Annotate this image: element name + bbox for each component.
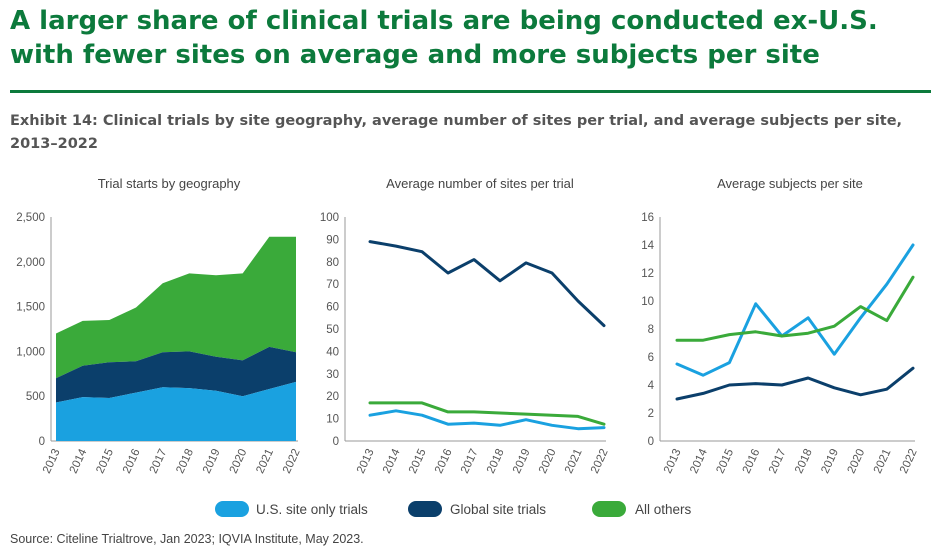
y-tick-label: 80: [326, 257, 339, 269]
y-tick-label: 10: [326, 414, 339, 426]
x-tick-label: 2020: [228, 447, 250, 475]
x-tick-label: 2022: [281, 447, 303, 475]
legend: U.S. site only trials Global site trials A…: [215, 501, 692, 517]
y-tick-label: 0: [648, 436, 654, 448]
y-tick-label: 0: [333, 436, 339, 448]
y-tick-label: 100: [320, 212, 339, 224]
x-tick-label: 2013: [662, 447, 684, 475]
x-tick-label: 2014: [68, 447, 90, 476]
y-tick-label: 2,500: [16, 212, 45, 224]
x-tick-label: 2022: [589, 447, 611, 475]
x-tick-label: 2013: [355, 447, 377, 475]
y-tick-label: 4: [648, 380, 655, 392]
y-tick-label: 30: [326, 369, 339, 381]
x-tick-label: 2017: [459, 447, 481, 475]
legend-swatch: [215, 501, 249, 517]
legend-label: All others: [635, 502, 692, 517]
legend-swatch: [592, 501, 626, 517]
x-tick-label: 2021: [872, 447, 894, 475]
y-tick-label: 16: [641, 212, 654, 224]
line-series-3: [368, 401, 606, 426]
chart-title: Average subjects per site: [717, 176, 863, 191]
chart-title: Trial starts by geography: [98, 176, 241, 191]
line-series-1: [675, 243, 915, 377]
y-tick-label: 2: [648, 408, 654, 420]
x-tick-label: 2013: [41, 447, 63, 475]
exhibit-title: Exhibit 14: Clinical trials by site geog…: [10, 113, 903, 152]
y-tick-label: 70: [326, 279, 339, 291]
y-tick-label: 40: [326, 346, 339, 358]
chart-panel-1: Trial starts by geography 0 500 1,000 1,500 2…: [16, 176, 303, 475]
area-series-2: [56, 346, 296, 403]
line-series-1: [368, 409, 606, 431]
chart-panel-2: Average number of sites per trial 0 10 20 30…: [320, 176, 611, 475]
x-tick-label: 2015: [407, 447, 429, 475]
x-tick-label: 2018: [485, 447, 507, 475]
y-tick-label: 500: [26, 391, 45, 403]
area-series-3: [56, 236, 296, 379]
x-tick-label: 2018: [174, 447, 196, 475]
legend-label: Global site trials: [450, 502, 546, 517]
headline-rule: [10, 90, 931, 93]
y-tick-label: 12: [641, 268, 654, 280]
line-series-3: [675, 275, 915, 342]
x-tick-label: 2021: [254, 447, 276, 475]
x-tick-label: 2014: [688, 447, 710, 476]
y-tick-label: 60: [326, 302, 339, 314]
x-tick-label: 2020: [537, 447, 559, 475]
y-tick-label: 0: [39, 436, 45, 448]
y-tick-label: 6: [648, 352, 654, 364]
x-tick-label: 2019: [511, 447, 533, 475]
line-series-2: [675, 366, 915, 401]
legend-swatch: [408, 501, 442, 517]
x-tick-label: 2017: [767, 447, 789, 475]
y-tick-label: 90: [326, 234, 339, 246]
y-tick-label: 14: [641, 240, 654, 252]
x-tick-label: 2015: [714, 447, 736, 475]
x-tick-label: 2016: [741, 447, 763, 475]
y-tick-label: 20: [326, 391, 339, 403]
y-tick-label: 1,500: [16, 302, 45, 314]
x-tick-label: 2019: [819, 447, 841, 475]
area-series-1: [56, 381, 296, 441]
x-tick-label: 2020: [846, 447, 868, 475]
source-note: Source: Citeline Trialtrove, Jan 2023; I…: [10, 532, 364, 546]
line-series-2: [368, 240, 606, 328]
x-tick-label: 2017: [148, 447, 170, 475]
x-tick-label: 2018: [793, 447, 815, 475]
y-tick-label: 50: [326, 324, 339, 336]
x-tick-label: 2015: [94, 447, 116, 475]
x-tick-label: 2019: [201, 447, 223, 475]
chart-title: Average number of sites per trial: [386, 176, 574, 191]
y-tick-label: 2,000: [16, 257, 45, 269]
y-tick-label: 8: [648, 324, 654, 336]
legend-label: U.S. site only trials: [256, 502, 368, 517]
x-tick-label: 2014: [381, 447, 403, 476]
chart-panel-3: Average subjects per site 0 2 4 6 8 10 12 14 16 20…: [641, 176, 920, 475]
x-tick-label: 2016: [433, 447, 455, 475]
x-tick-label: 2016: [121, 447, 143, 475]
headline: A larger share of clinical trials are be…: [10, 6, 878, 70]
x-tick-label: 2021: [563, 447, 585, 475]
x-tick-label: 2022: [898, 447, 920, 475]
y-tick-label: 10: [641, 296, 654, 308]
y-tick-label: 1,000: [16, 346, 45, 358]
